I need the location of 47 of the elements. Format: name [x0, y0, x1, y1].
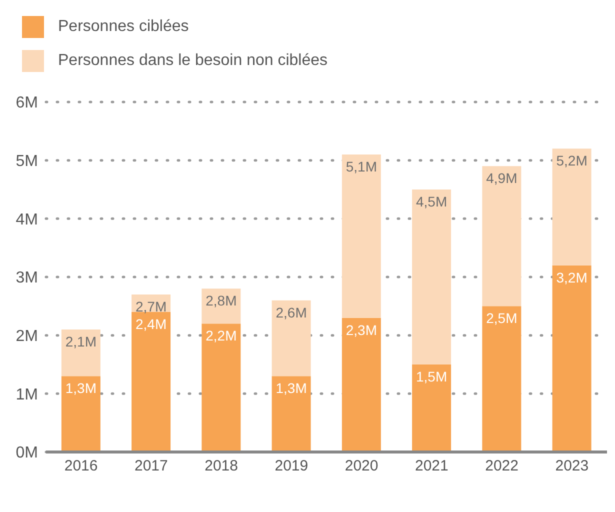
legend-label: Personnes dans le besoin non ciblées [58, 52, 328, 70]
bar [272, 376, 311, 452]
y-tick-label: 6M [16, 94, 38, 112]
bar [482, 306, 522, 452]
data-label: 1,3M [276, 380, 307, 396]
x-tick-label: 2023 [555, 458, 589, 475]
data-label: 2,4M [135, 316, 167, 332]
x-tick-label: 2019 [274, 458, 308, 475]
total-label: 2,7M [135, 298, 167, 314]
x-tick-label: 2020 [344, 458, 378, 475]
total-label: 2,6M [276, 304, 307, 320]
total-label: 4,9M [486, 170, 518, 186]
legend-label: Personnes ciblées [58, 18, 189, 36]
data-label: 1,5M [416, 368, 448, 384]
bar [61, 376, 100, 452]
total-label: 2,8M [206, 292, 237, 309]
y-tick-label: 3M [16, 270, 38, 287]
x-tick-label: 2021 [415, 458, 448, 475]
x-tick-label: 2018 [204, 458, 238, 475]
bar [412, 364, 452, 452]
bar [552, 148, 592, 266]
y-tick-label: 1M [16, 386, 38, 404]
bar [342, 154, 381, 318]
data-label: 3,2M [556, 269, 588, 286]
bar [552, 265, 592, 452]
x-tick-label: 2022 [485, 458, 518, 475]
x-tick-label: 2017 [134, 458, 168, 475]
data-label: 2,3M [346, 322, 377, 338]
bar [202, 324, 241, 452]
bar [272, 300, 311, 376]
bar [61, 330, 100, 376]
bar [412, 190, 452, 364]
total-label: 5,1M [346, 158, 377, 174]
bar [342, 318, 381, 452]
total-label: 2,1M [65, 334, 96, 350]
bar [482, 166, 522, 306]
total-label: 4,5M [416, 194, 448, 210]
y-tick-label: 2M [16, 328, 38, 346]
data-label: 2,2M [206, 328, 237, 344]
bar [132, 312, 171, 452]
total-label: 5,2M [556, 152, 588, 169]
y-tick-label: 4M [16, 211, 38, 228]
x-tick-label: 2016 [64, 458, 98, 475]
y-tick-label: 0M [16, 444, 38, 462]
data-label: 2,5M [486, 310, 518, 326]
data-label: 1,3M [65, 380, 96, 396]
y-tick-label: 5M [16, 153, 38, 170]
